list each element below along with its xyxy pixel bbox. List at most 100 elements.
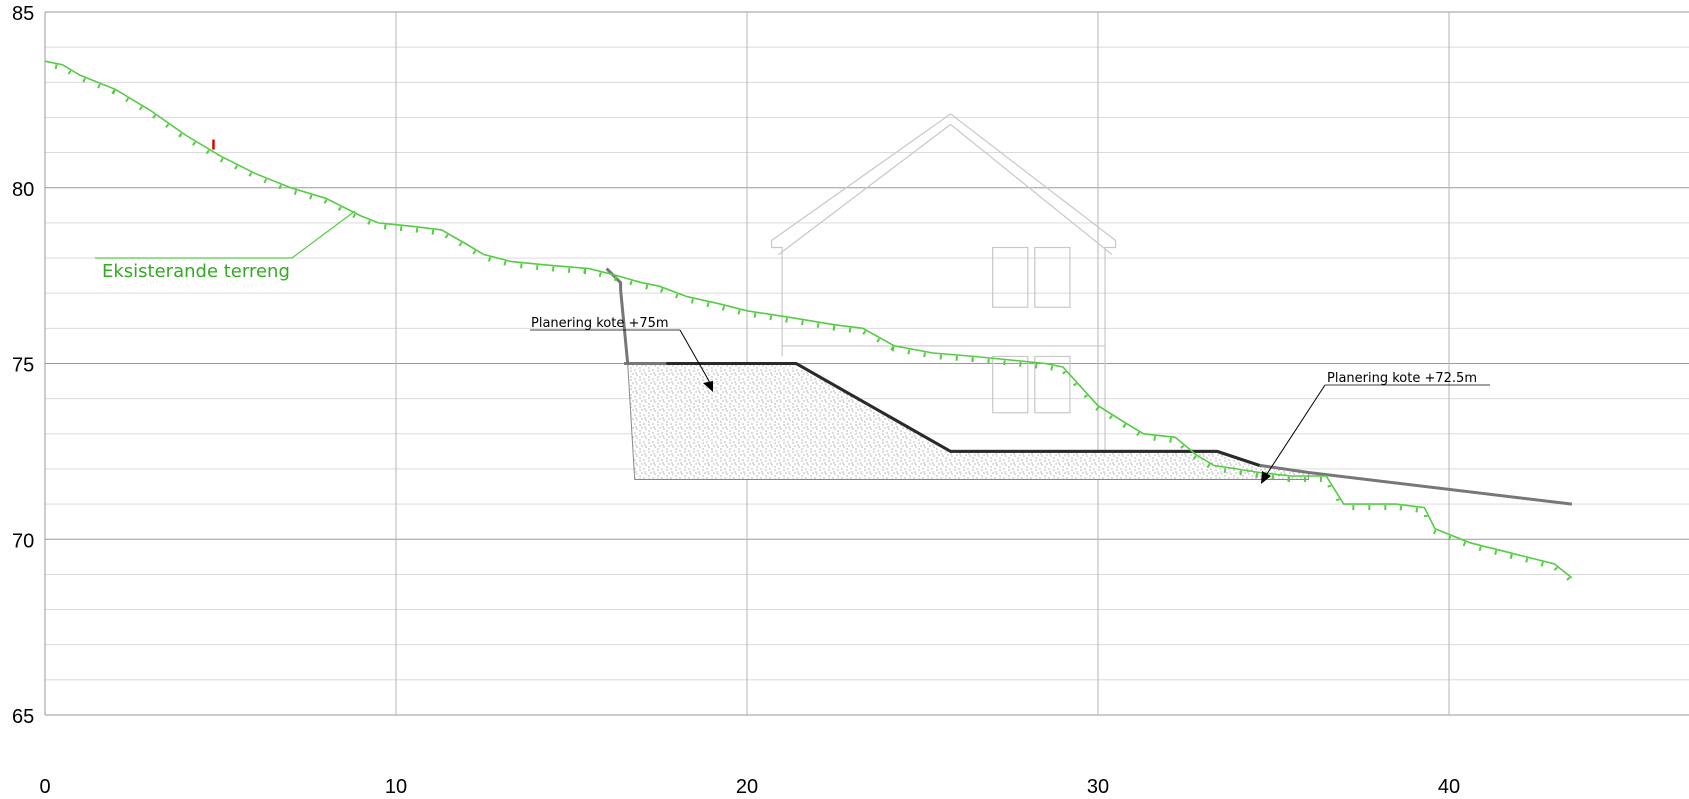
terrain-hatch-mark: [472, 250, 477, 255]
x-tick-label: 40: [1438, 776, 1460, 798]
terrain-hatch-mark: [323, 199, 328, 204]
y-tick-label: 85: [12, 3, 34, 25]
fill-area-hatch: [627, 363, 1310, 480]
planned-level-label: Planering kote +75m: [531, 316, 669, 331]
terrain-hatch-mark: [152, 114, 157, 119]
terrain-hatch-mark: [1335, 498, 1340, 502]
terrain-hatch-mark: [660, 288, 664, 293]
terrain-hatch-mark: [891, 346, 895, 352]
terrain-hatch-mark: [848, 327, 852, 333]
terrain-label: Eksisterande terreng: [102, 261, 290, 282]
terrain-hatch-mark: [205, 149, 210, 155]
terrain-hatch-mark: [444, 234, 449, 239]
leader-75-arrow: [703, 381, 713, 392]
terrain-hatch-mark: [1566, 576, 1571, 581]
new-terrain: [605, 267, 1573, 506]
terrain-hatch-mark: [219, 157, 224, 163]
terrain-hatch-mark: [503, 260, 507, 266]
terrain-hatch-mark: [165, 123, 170, 128]
x-tick-label: 0: [39, 776, 50, 798]
terrain-hatch-mark: [1327, 484, 1332, 488]
terrain-hatch-mark: [67, 70, 72, 75]
y-tick-label: 75: [12, 355, 34, 377]
terrain-hatch-mark: [1072, 382, 1078, 387]
house-window: [1034, 246, 1071, 308]
terrain-hatch-mark: [1153, 435, 1156, 441]
terrain-hatch-mark: [1083, 394, 1088, 399]
leader-725-line: [1262, 384, 1326, 481]
terrain-hatch-mark: [415, 227, 419, 233]
terrain-hatch-mark: [706, 302, 710, 308]
existing-terrain-line: [44, 60, 1573, 579]
terrain-hatch-mark: [82, 77, 86, 83]
house-walls-roof: [770, 113, 1117, 452]
terrain-hatch-mark: [488, 256, 492, 262]
y-tick-label: 65: [12, 706, 34, 728]
existing-terrain: [44, 60, 1573, 581]
terrain-hatch-mark: [337, 206, 342, 212]
terrain-label-leader: [95, 210, 356, 259]
terrain-hatch-mark: [111, 89, 116, 94]
terrain-hatch-mark: [1122, 423, 1127, 428]
terrain-hatch-mark: [54, 64, 58, 70]
terrain-hatch-mark: [598, 272, 602, 278]
terrain-hatch-mark: [785, 317, 788, 323]
x-tick-label: 20: [736, 776, 758, 798]
terrain-hatch-mark: [629, 280, 633, 286]
terrain-hatch-mark: [278, 184, 282, 190]
grid: [44, 11, 1689, 716]
terrain-hatch-mark: [97, 83, 101, 89]
leader-75-line: [679, 329, 714, 389]
terrain-hatch-mark: [832, 325, 836, 331]
x-tick-label: 10: [385, 776, 407, 798]
terrain-hatch-mark: [1432, 529, 1437, 535]
terrain-hatch-mark: [1399, 505, 1403, 511]
house-window: [992, 246, 1029, 308]
terrain-hatch-mark: [192, 141, 196, 146]
y-tick-label: 80: [12, 179, 34, 201]
cut-slope-line: [605, 267, 630, 364]
terrain-hatch-mark: [690, 298, 694, 304]
leader-725-arrow: [1261, 471, 1271, 484]
terrain-hatch-mark: [1255, 473, 1259, 479]
terrain-hatch-mark: [769, 315, 773, 321]
terrain-hatch-mark: [178, 133, 183, 138]
terrain-hatch-mark: [352, 213, 357, 219]
terrain-hatch-mark: [293, 190, 298, 195]
terrain-hatch-mark: [367, 220, 371, 225]
terrain-hatch-mark: [816, 322, 820, 328]
terrain-hatch-mark: [907, 349, 911, 355]
terrain-hatch-mark: [1206, 463, 1211, 468]
terrain-hatch-mark: [1509, 553, 1513, 559]
terrain-hatch-mark: [675, 293, 679, 299]
terrain-hatch-mark: [876, 338, 881, 343]
planned-level-label: Planering kote +72.5m: [1327, 371, 1477, 386]
terrain-hatch-mark: [1447, 535, 1452, 541]
terrain-hatch-mark: [1095, 406, 1100, 411]
terrain-hatch-mark: [1180, 444, 1185, 449]
axis-tick-labels: 65 70 75 80 85 0 10 20 30 40: [12, 3, 1460, 798]
terrain-hatch-mark: [458, 241, 463, 247]
terrain-hatch-mark: [1415, 507, 1419, 513]
terrain-hatch-mark: [1239, 470, 1243, 476]
terrain-hatch-mark: [125, 97, 130, 103]
terrain-hatch-mark: [1271, 474, 1274, 480]
terrain-hatch-mark: [1478, 546, 1482, 552]
fill-area: [627, 363, 1310, 480]
terrain-hatch-mark: [923, 352, 927, 358]
terrain-hatch-mark: [1494, 550, 1498, 555]
terrain-hatch-mark: [1136, 431, 1141, 437]
terrain-hatch-mark: [645, 284, 649, 290]
terrain-hatch-mark: [1223, 468, 1227, 474]
house-roof-inner: [778, 123, 1113, 256]
x-tick-label: 30: [1087, 776, 1109, 798]
terrain-hatch-mark: [1525, 557, 1529, 563]
terrain-hatch-mark: [614, 276, 618, 281]
house-window: [1034, 355, 1071, 414]
terrain-hatch-mark: [862, 330, 867, 335]
terrain-hatch-mark: [1169, 437, 1172, 443]
terrain-hatch-mark: [753, 312, 757, 318]
terrain-hatch-mark: [737, 309, 741, 315]
terrain-hatch-mark: [431, 229, 435, 235]
